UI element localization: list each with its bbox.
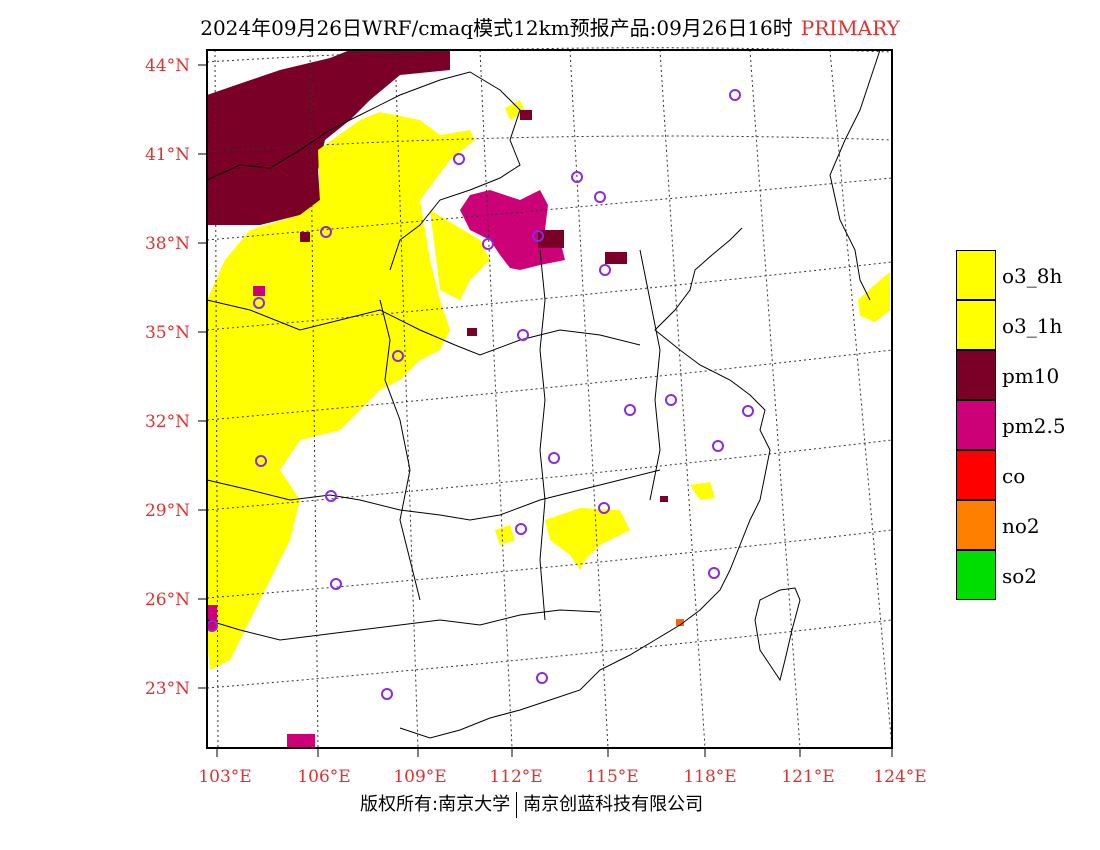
legend-swatch	[956, 550, 996, 600]
legend-swatch	[956, 300, 996, 350]
station-marker	[532, 230, 544, 242]
lat-label: 41°N	[145, 145, 190, 165]
station-marker	[624, 404, 636, 416]
station-marker	[330, 578, 342, 590]
station-marker	[708, 567, 720, 579]
lat-labels: 44°N 41°N 38°N 35°N 32°N 29°N 26°N 23°N	[145, 56, 190, 699]
station-marker	[594, 191, 606, 203]
lat-label: 32°N	[145, 412, 190, 432]
station-marker	[548, 452, 560, 464]
station-marker	[381, 688, 393, 700]
legend-label: co	[1002, 464, 1026, 488]
lat-label: 26°N	[145, 590, 190, 610]
lat-label: 44°N	[145, 56, 190, 76]
station-marker	[325, 490, 337, 502]
lon-label: 109°E	[393, 767, 446, 787]
legend-label: o3_8h	[1002, 264, 1063, 288]
legend-swatch	[956, 250, 996, 300]
legend-label: o3_1h	[1002, 314, 1063, 338]
station-marker	[712, 440, 724, 452]
station-marker	[515, 523, 527, 535]
station-marker	[571, 171, 583, 183]
o3-region-west	[207, 100, 890, 670]
station-marker	[665, 394, 677, 406]
lat-ticks	[198, 64, 207, 689]
legend-label: pm10	[1002, 364, 1060, 388]
copyright-footer: 版权所有:南京大学 南京创蓝科技有限公司	[360, 790, 703, 818]
pm25-spots	[207, 286, 315, 749]
lon-label: 112°E	[489, 767, 542, 787]
legend-label: no2	[1002, 514, 1040, 538]
station-marker	[517, 329, 529, 341]
lat-label: 29°N	[145, 501, 190, 521]
legend-swatch	[956, 350, 996, 400]
graticule	[206, 47, 893, 749]
pm10-spots	[300, 110, 668, 502]
legend-label: pm2.5	[1002, 414, 1066, 438]
lon-ticks	[216, 748, 893, 757]
copyright-left: 版权所有:南京大学	[360, 794, 511, 815]
lon-label: 118°E	[683, 767, 736, 787]
station-marker	[599, 264, 611, 276]
station-marker	[742, 405, 754, 417]
map-title: 2024年09月26日WRF/cmaq模式12km预报产品:09月26日16时 P…	[0, 12, 1100, 41]
map-title-tag: PRIMARY	[800, 16, 900, 40]
station-marker	[598, 502, 610, 514]
station-marker	[729, 89, 741, 101]
station-marker	[536, 672, 548, 684]
station-marker	[392, 350, 404, 362]
station-marker	[453, 153, 465, 165]
lat-label: 35°N	[145, 323, 190, 343]
station-marker	[482, 238, 494, 250]
footer-divider	[516, 792, 518, 818]
lon-label: 103°E	[198, 767, 251, 787]
legend-swatch	[956, 400, 996, 450]
legend-swatch	[956, 500, 996, 550]
no2-spot	[676, 619, 684, 626]
station-markers	[206, 89, 754, 700]
lon-label: 106°E	[297, 767, 350, 787]
map-title-main: 2024年09月26日WRF/cmaq模式12km预报产品:09月26日16时	[200, 16, 793, 40]
lon-labels: 103°E 106°E 109°E 112°E 115°E 118°E 121°…	[198, 767, 926, 787]
station-marker	[255, 455, 267, 467]
lat-label: 23°N	[145, 679, 190, 699]
station-marker	[253, 297, 265, 309]
station-marker	[320, 226, 332, 238]
legend-label: so2	[1002, 564, 1038, 588]
lon-label: 115°E	[585, 767, 638, 787]
copyright-right: 南京创蓝科技有限公司	[523, 794, 704, 815]
pm25-region-north	[460, 190, 565, 270]
legend-swatch	[956, 450, 996, 500]
pm10-region-northwest	[207, 50, 450, 225]
lon-label: 121°E	[781, 767, 834, 787]
lat-label: 38°N	[145, 234, 190, 254]
map-frame	[206, 49, 893, 749]
lon-label: 124°E	[873, 767, 926, 787]
boundaries	[206, 49, 881, 739]
